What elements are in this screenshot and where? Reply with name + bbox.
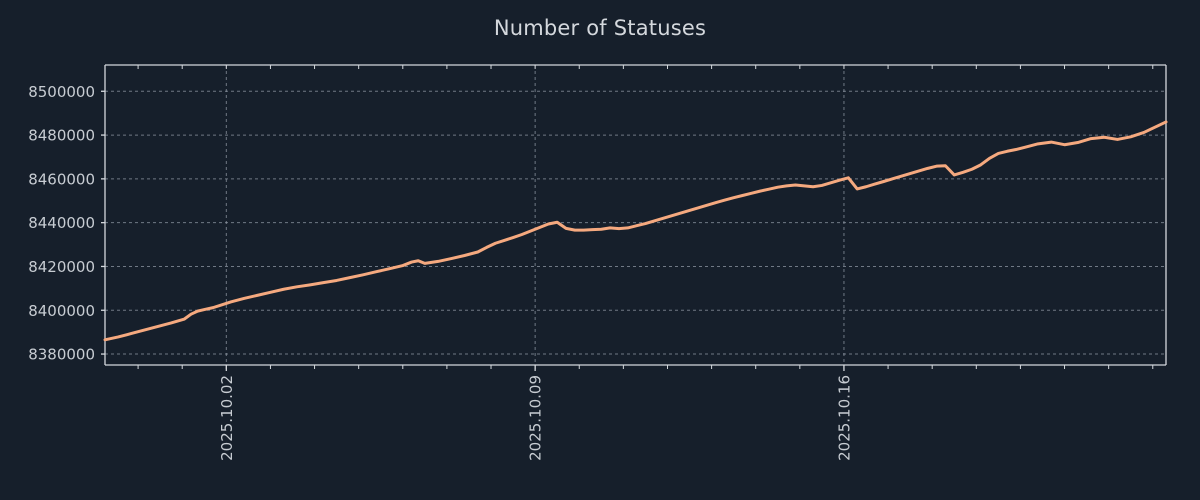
plot-axes [104, 64, 1167, 366]
x-tick-marks [137, 65, 1154, 369]
y-tick-label: 8420000 [28, 258, 95, 276]
y-tick-label: 8480000 [28, 127, 95, 145]
x-tick-label: 2025.10.09 [527, 375, 545, 461]
y-axis-labels: 8500000 8480000 8460000 8440000 8420000 84000… [28, 83, 95, 364]
y-gridlines [105, 90, 1166, 355]
data-series-line [103, 120, 1168, 342]
chart-title: Number of Statuses [493, 16, 707, 40]
x-gridlines [225, 65, 845, 371]
y-tick-label: 8440000 [28, 214, 95, 232]
y-tick-label: 8460000 [28, 170, 95, 188]
x-tick-label: 2025.10.16 [835, 375, 853, 461]
data-series-group [103, 120, 1168, 342]
y-tick-label: 8400000 [28, 302, 95, 320]
y-tick-label: 8380000 [28, 346, 95, 364]
y-tick-marks [101, 90, 105, 355]
y-tick-label: 8500000 [28, 83, 95, 101]
x-tick-label: 2025.10.02 [218, 375, 236, 461]
x-axis-labels: 2025.10.02 2025.10.09 2025.10.16 [218, 375, 854, 461]
